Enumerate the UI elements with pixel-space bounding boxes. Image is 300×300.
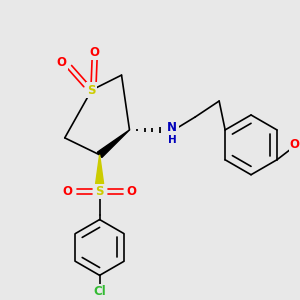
Text: Cl: Cl (93, 285, 106, 298)
Polygon shape (96, 155, 104, 184)
Polygon shape (98, 130, 130, 158)
Text: S: S (87, 84, 96, 97)
Text: O: O (63, 185, 73, 198)
Text: O: O (57, 56, 67, 69)
Text: H: H (168, 135, 177, 145)
Text: O: O (290, 138, 300, 151)
Text: O: O (127, 185, 136, 198)
Text: N: N (167, 122, 177, 134)
Text: S: S (95, 185, 104, 198)
Text: O: O (90, 46, 100, 59)
